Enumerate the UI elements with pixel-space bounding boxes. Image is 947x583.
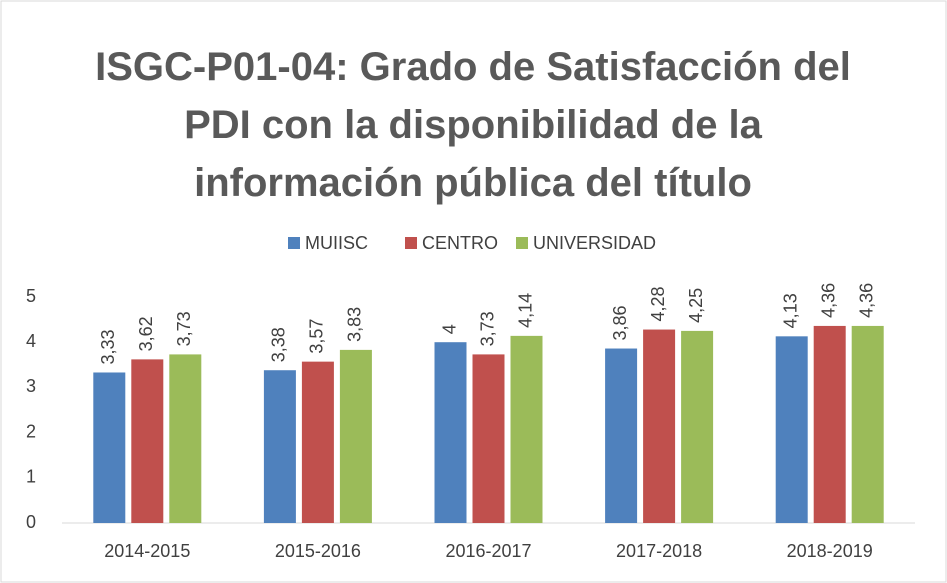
- bar: [775, 336, 808, 523]
- legend-label: CENTRO: [422, 233, 498, 253]
- y-tick-label: 5: [26, 286, 36, 306]
- bar: [605, 348, 638, 523]
- bar: [93, 372, 126, 523]
- x-tick-label: 2018-2019: [787, 541, 873, 561]
- bar: [510, 335, 543, 523]
- y-tick-label: 0: [26, 512, 36, 532]
- legend-swatch: [516, 237, 528, 249]
- bar: [851, 325, 884, 523]
- legend-label: UNIVERSIDAD: [533, 233, 656, 253]
- y-tick-label: 4: [26, 331, 36, 351]
- bar: [131, 359, 164, 523]
- value-label: 4,36: [818, 283, 838, 318]
- value-label: 3,73: [477, 311, 497, 346]
- value-label: 3,83: [345, 307, 365, 342]
- value-label: 4,13: [780, 293, 800, 328]
- value-label: 3,38: [269, 327, 289, 362]
- bar: [169, 354, 202, 523]
- y-tick-label: 2: [26, 421, 36, 441]
- value-label: 4,36: [856, 283, 876, 318]
- bar: [813, 325, 846, 523]
- value-label: 3,86: [610, 305, 630, 340]
- value-label: 4: [439, 324, 459, 334]
- legend-label: MUIISC: [305, 233, 368, 253]
- x-tick-label: 2017-2018: [616, 541, 702, 561]
- bar: [472, 354, 505, 523]
- bar: [263, 370, 296, 523]
- bar: [434, 342, 467, 523]
- value-label: 3,57: [307, 319, 327, 354]
- value-label: 4,28: [648, 286, 668, 321]
- value-label: 4,14: [515, 293, 535, 328]
- chart-title: ISGC-P01-04: Grado de Satisfacción del P…: [95, 45, 851, 205]
- bar: [339, 349, 372, 523]
- x-tick-label: 2014-2015: [104, 541, 190, 561]
- value-label: 3,62: [136, 316, 156, 351]
- y-tick-label: 1: [26, 467, 36, 487]
- bar: [301, 361, 334, 523]
- y-tick-label: 3: [26, 376, 36, 396]
- legend-swatch: [405, 237, 417, 249]
- value-label: 3,73: [174, 311, 194, 346]
- x-tick-label: 2016-2017: [445, 541, 531, 561]
- value-label: 4,25: [686, 288, 706, 323]
- x-tick-label: 2015-2016: [275, 541, 361, 561]
- legend-swatch: [288, 237, 300, 249]
- value-label: 3,33: [98, 329, 118, 364]
- bar: [643, 329, 676, 523]
- bar: [681, 330, 714, 523]
